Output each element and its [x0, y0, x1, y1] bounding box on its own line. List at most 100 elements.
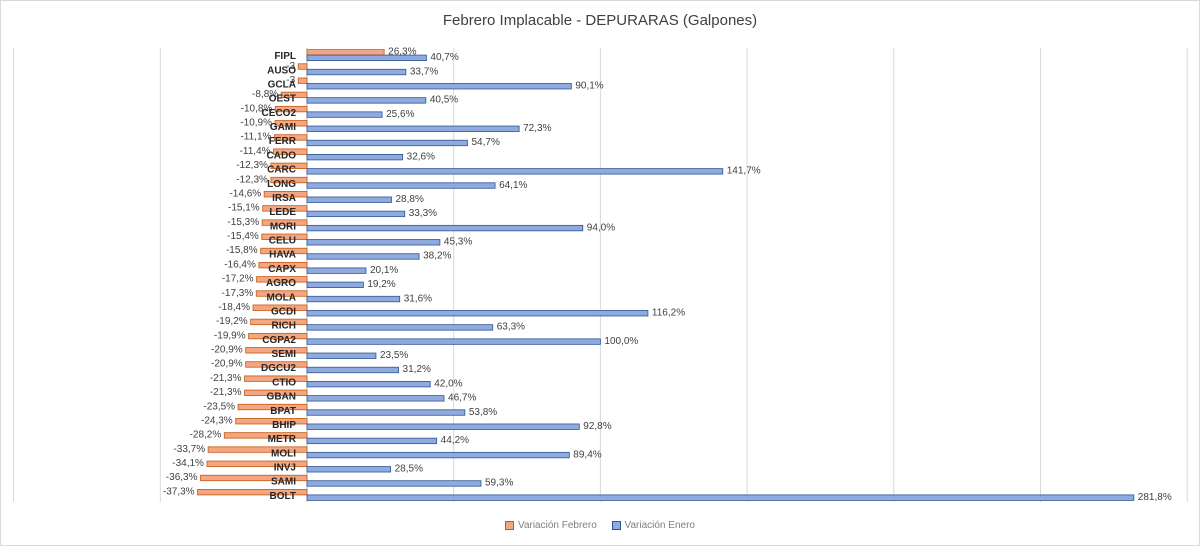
data-label: -3: [286, 75, 295, 86]
bar-febrero-gcla: [297, 77, 308, 84]
bar-febrero-capx: [258, 262, 308, 269]
category-label: RICH: [272, 321, 296, 332]
bar-febrero-fipl: [306, 49, 385, 56]
bar-enero-agro: [306, 281, 364, 288]
legend-label-febrero: Variación Febrero: [518, 520, 597, 531]
bar-enero-long: [306, 182, 496, 189]
category-label: IRSA: [272, 193, 296, 204]
bar-febrero-mola: [255, 290, 308, 297]
data-label: 59,3%: [485, 478, 513, 489]
category-label: MORI: [270, 221, 296, 232]
category-label: SEMI: [272, 349, 297, 360]
bar-febrero-agro: [256, 276, 308, 283]
data-label: 40,7%: [430, 52, 458, 63]
bar-febrero-long: [270, 176, 308, 184]
data-label: -28,2%: [190, 430, 222, 441]
bar-enero-ferr: [306, 139, 468, 147]
legend-item-febrero: Variación Febrero: [505, 520, 597, 531]
bars: [197, 49, 1135, 501]
category-label: INVJ: [274, 463, 296, 474]
bar-febrero-celu: [261, 233, 308, 240]
data-label: -18,4%: [218, 302, 250, 313]
data-label: 100,0%: [604, 336, 638, 347]
bar-febrero-moli: [207, 446, 308, 453]
legend-swatch-febrero: [505, 520, 515, 530]
category-label: LEDE: [269, 207, 296, 218]
bar-enero-gami: [306, 125, 520, 132]
data-label: -37,3%: [163, 486, 195, 497]
data-label: -21,3%: [210, 373, 242, 384]
bar-febrero-carc: [270, 162, 308, 169]
data-label: 64,1%: [499, 180, 527, 191]
bar-enero-ctio: [306, 381, 431, 388]
bar-febrero-oest: [280, 91, 308, 99]
bar-enero-auso: [306, 68, 407, 76]
bar-febrero-metr: [223, 432, 308, 439]
bar-enero-capx: [306, 267, 367, 274]
category-label: MOLA: [267, 292, 296, 303]
data-label: 32,6%: [407, 151, 435, 162]
data-label: -17,3%: [222, 288, 254, 299]
data-label: -15,3%: [227, 217, 259, 228]
data-label: 40,5%: [430, 95, 458, 106]
category-label: OEST: [269, 94, 296, 105]
data-label: 33,3%: [409, 208, 437, 219]
data-label: 63,3%: [497, 322, 525, 333]
data-label: -19,2%: [216, 316, 248, 327]
bar-enero-semi: [306, 352, 377, 359]
bar-enero-carc: [306, 168, 724, 175]
category-label: AUSO: [267, 65, 296, 76]
category-label: BHIP: [272, 420, 296, 431]
category-label: CTIO: [272, 377, 296, 388]
category-label: CARC: [267, 165, 296, 176]
bar-enero-bolt: [306, 494, 1135, 501]
data-label: 33,7%: [410, 66, 438, 77]
data-label: -23,5%: [203, 401, 235, 412]
data-label: 281,8%: [1138, 492, 1172, 503]
data-label: 38,2%: [423, 251, 451, 262]
data-label: -33,7%: [173, 444, 205, 455]
data-label: -36,3%: [166, 472, 198, 483]
bar-febrero-dgcu2: [245, 361, 308, 368]
category-label: CELU: [269, 236, 296, 247]
bar-febrero-gami: [274, 120, 308, 127]
category-label: GAMI: [270, 122, 296, 133]
category-label: GCDI: [271, 306, 296, 317]
bar-enero-dgcu2: [306, 366, 399, 374]
data-label: -15,8%: [226, 245, 258, 256]
bar-febrero-lede: [262, 205, 308, 212]
bar-enero-oest: [306, 97, 427, 104]
data-label: -20,9%: [211, 345, 243, 356]
bar-enero-hava: [306, 253, 420, 260]
bar-febrero-cgpa2: [248, 332, 308, 340]
bar-enero-celu: [306, 239, 441, 246]
bar-febrero-ferr: [274, 134, 308, 141]
category-label: DGCU2: [261, 363, 296, 374]
data-label: -14,6%: [229, 188, 261, 199]
data-label: 90,1%: [575, 80, 603, 91]
category-label: GBAN: [267, 392, 296, 403]
bar-enero-mori: [306, 224, 584, 232]
data-label: -17,2%: [222, 274, 254, 285]
bar-enero-bhip: [306, 423, 580, 430]
bar-enero-rich: [306, 324, 494, 331]
bar-febrero-ceco2: [274, 105, 308, 113]
data-label: -15,4%: [227, 231, 259, 242]
bar-febrero-hava: [260, 247, 308, 255]
bar-enero-invj: [306, 466, 392, 473]
bar-febrero-rich: [250, 318, 308, 326]
category-label: CECO2: [262, 108, 297, 119]
data-label: 53,8%: [469, 407, 497, 418]
data-label: 28,5%: [395, 464, 423, 475]
data-label: -10,9%: [240, 118, 272, 129]
data-label: 46,7%: [448, 393, 476, 404]
data-label: 54,7%: [471, 137, 499, 148]
data-label: -21,3%: [210, 387, 242, 398]
data-label: -3: [286, 61, 295, 72]
bar-enero-fipl: [306, 54, 427, 61]
data-label: -11,4%: [240, 146, 271, 157]
data-label: 25,6%: [386, 109, 414, 120]
data-label: 28,8%: [395, 194, 423, 205]
bar-enero-gcdi: [306, 310, 649, 317]
